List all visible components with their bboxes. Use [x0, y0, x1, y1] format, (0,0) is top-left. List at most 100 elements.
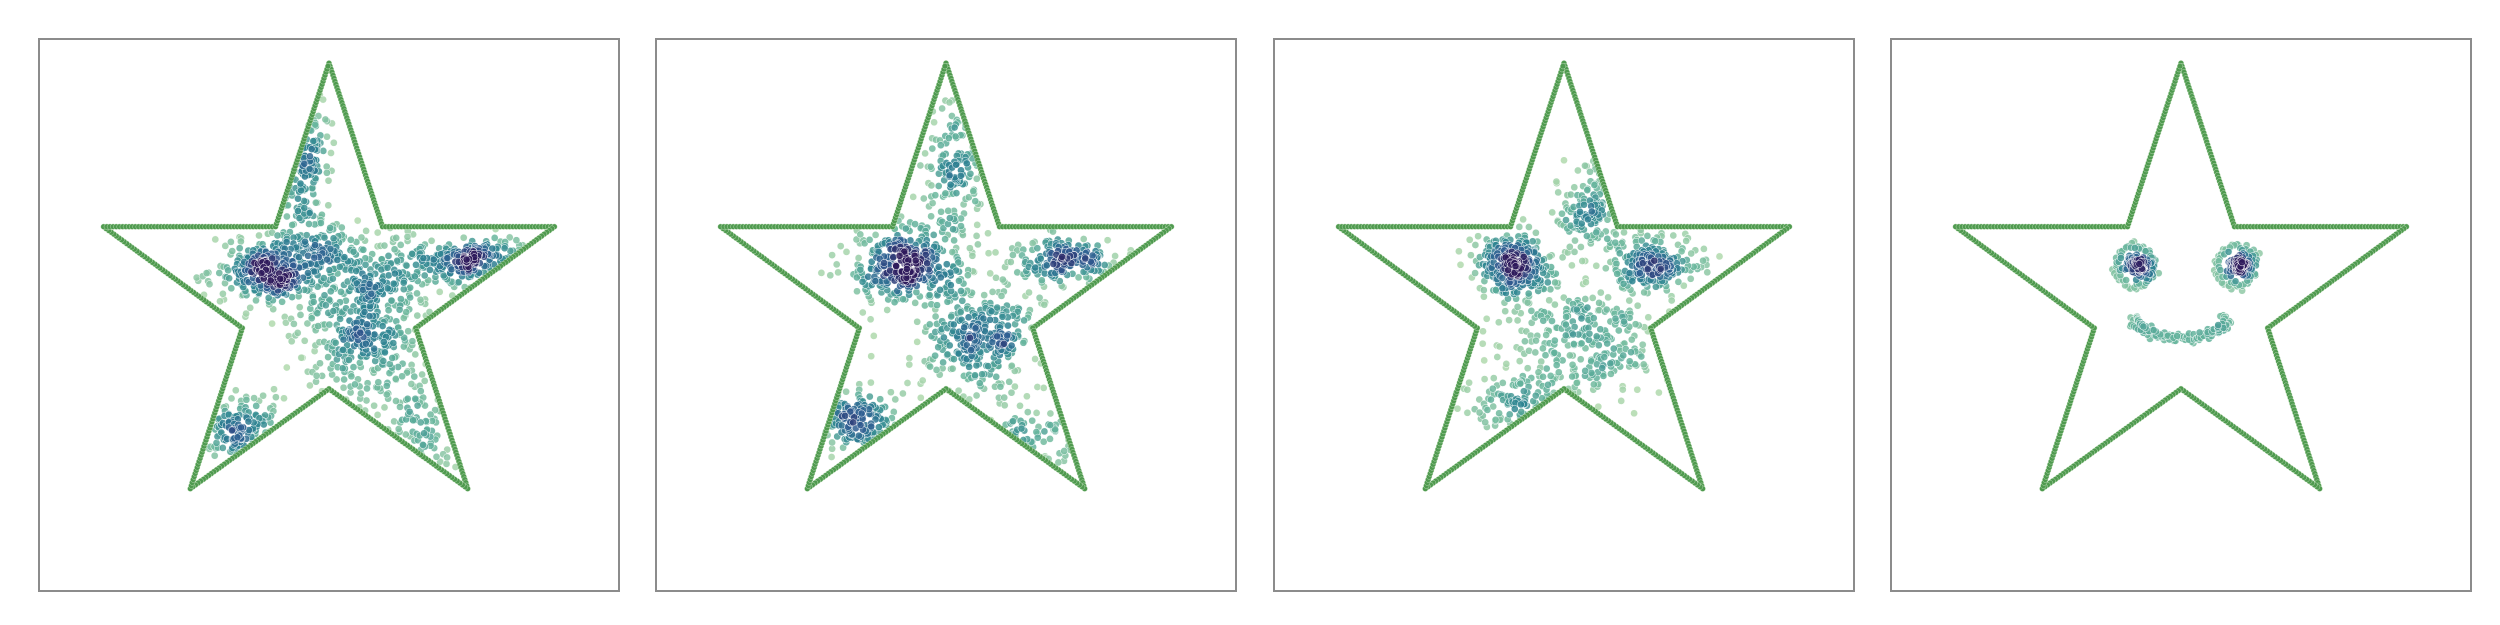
scatter-point [954, 349, 963, 358]
scatter-point [1558, 209, 1566, 218]
scatter-point [1595, 299, 1603, 307]
scatter-point [1562, 313, 1571, 321]
scatter-point [1519, 252, 1528, 261]
scatter-point [1617, 397, 1626, 405]
scatter-point [340, 375, 348, 384]
scatter-point [945, 341, 954, 350]
scatter-point [1493, 353, 1502, 361]
scatter-point [337, 288, 345, 296]
scatter-point [1006, 258, 1015, 266]
scatter-point [937, 207, 945, 216]
scatter-point [1581, 367, 1590, 375]
scatter-point [1475, 408, 1484, 417]
scatter-point [945, 98, 954, 107]
scatter-point [1618, 385, 1627, 394]
scatter-point [926, 162, 935, 171]
scatter-point [397, 295, 405, 303]
scatter-point [296, 311, 305, 319]
scatter-point [941, 235, 949, 244]
scatter-point [916, 393, 925, 402]
scatter-point [1011, 382, 1019, 391]
scatter-point [880, 259, 888, 267]
scatter-point [212, 439, 221, 447]
scatter-point [1611, 314, 1620, 323]
scatter-point [1000, 339, 1008, 348]
scatter-point [345, 356, 353, 364]
scatter-point [276, 274, 285, 283]
scatter-point [228, 426, 236, 435]
scatter-point [340, 253, 349, 262]
scatter-point [841, 411, 849, 420]
scatter-point [871, 231, 880, 239]
scatter-point [215, 269, 224, 277]
scatter-point [1479, 327, 1487, 336]
scatter-point [887, 388, 895, 397]
scatter-point [1611, 238, 1620, 247]
scatter-point [454, 278, 463, 287]
boundary-point [942, 63, 949, 70]
scatter-point [300, 204, 309, 212]
scatter-point [936, 286, 944, 294]
scatter-point [389, 339, 398, 347]
scatter-point [925, 291, 934, 299]
scatter-point [966, 244, 974, 253]
scatter-point [905, 360, 914, 369]
scatter-point [329, 307, 338, 315]
scatter-point [1455, 247, 1463, 256]
scatter-point [1046, 435, 1054, 443]
scatter-point [986, 315, 994, 324]
scatter-point [1655, 388, 1663, 397]
scatter-point [992, 372, 1001, 381]
scatter-point [1487, 395, 1495, 404]
scatter-point [1548, 208, 1557, 217]
scatter-point [305, 220, 313, 228]
scatter-point [323, 132, 331, 141]
scatter-point [1471, 241, 1480, 249]
scatter-point [1524, 289, 1533, 298]
scatter-point [966, 334, 974, 342]
scatter-point [398, 372, 406, 381]
scatter-point [1686, 274, 1695, 283]
scatter-point [380, 403, 389, 412]
scatter-point [244, 417, 253, 426]
scatter-point [1025, 288, 1033, 297]
scatter-point [865, 235, 874, 244]
scatter-point [978, 370, 986, 379]
scatter-point [858, 308, 867, 317]
scatter-point [903, 265, 911, 273]
scatter-point [932, 366, 941, 374]
scatter-point [443, 254, 452, 262]
scatter-point [411, 394, 420, 403]
scatter-point [1586, 167, 1594, 176]
scatter-point [1639, 360, 1648, 369]
scatter-point [1566, 190, 1575, 199]
scatter-point [246, 303, 255, 312]
scatter-point [1007, 361, 1016, 370]
scatter-point [1005, 377, 1014, 386]
scatter-point [1667, 296, 1676, 305]
scatter-point [934, 182, 943, 190]
scatter-point [946, 214, 954, 222]
scatter-point [1560, 156, 1568, 165]
scatter-point [331, 338, 340, 347]
scatter-point [1531, 348, 1540, 357]
scatter-point [1677, 247, 1686, 256]
scatter-point [1551, 300, 1559, 309]
scatter-point [1606, 359, 1615, 368]
scatter-point [1000, 393, 1009, 402]
scatter-point [1539, 344, 1547, 353]
scatter-point [1550, 348, 1559, 357]
scatter-point [235, 244, 244, 253]
scatter-point [1669, 231, 1678, 240]
scatter-point [325, 320, 334, 329]
scatter-point [205, 280, 214, 289]
scatter-point [958, 296, 967, 305]
scatter-point [378, 322, 387, 330]
scatter-point [1111, 252, 1119, 260]
scatter-point [909, 193, 918, 201]
scatter-point [242, 395, 251, 404]
scatter-point [876, 395, 885, 404]
scatter-point [326, 287, 335, 296]
scatter-point [1498, 284, 1507, 293]
scatter-point [373, 411, 382, 419]
